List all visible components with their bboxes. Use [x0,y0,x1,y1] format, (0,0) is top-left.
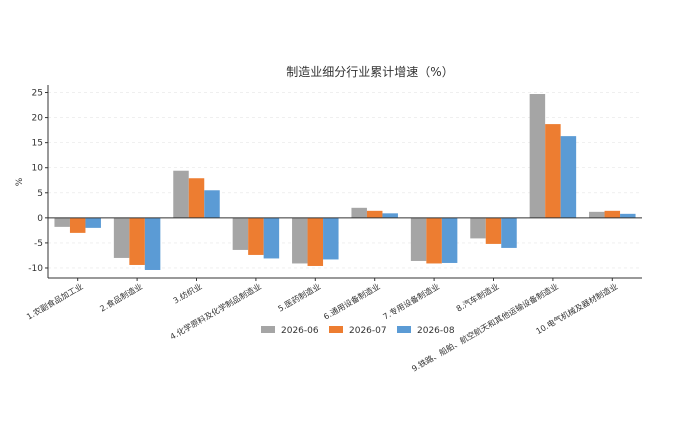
y-tick-label: -5 [34,239,43,249]
bar [604,210,621,218]
legend-swatch [261,326,275,333]
bar [441,217,458,263]
chart-title: 制造业细分行业累计增速（%） [286,65,453,79]
bar [248,217,264,255]
x-tick-label: 3.纺织业 [171,281,203,305]
y-tick-label: 5 [37,189,43,199]
bar [485,217,502,244]
bars [54,94,636,270]
bar [173,170,189,218]
bar [263,217,280,259]
x-tick-label: 2.食品制造业 [98,281,144,313]
bar [410,217,427,261]
bar [589,211,605,218]
x-tick-label: 1.农副食品加工业 [25,281,85,321]
legend-swatch [329,326,343,333]
bar [144,217,161,270]
bar [54,217,70,227]
bar [292,217,308,264]
legend: 2026-06 2026-07 2026-08 [261,326,455,336]
bar [204,190,220,218]
bar [232,217,249,250]
bar [129,217,145,265]
bar [426,217,442,264]
bar [470,217,486,239]
bar [382,213,398,218]
x-tick-label: 4.化学原料及化学制品制造业 [168,281,263,341]
bar [560,136,577,218]
bar [323,217,339,260]
legend-label: 2026-08 [417,326,455,336]
legend-label: 2026-06 [281,326,319,336]
y-tick-label: 20 [32,114,44,124]
y-tick-label: 25 [32,89,43,99]
bar [501,217,517,248]
x-tick-label: 6.通用设备制造业 [322,281,382,321]
bar [529,94,546,218]
y-tick-label: 15 [32,139,43,149]
bar [85,217,101,228]
y-tick-label: 0 [37,214,43,224]
x-tick-label: 8.汽车制造业 [454,281,500,313]
bar [69,217,86,233]
y-tick-label: -10 [28,264,43,274]
y-tick-label: 10 [32,164,44,174]
legend-swatch [397,326,411,333]
bar [188,178,205,218]
y-tick-labels: -10 -5 0 5 10 15 20 25 [28,89,48,274]
y-axis-label: % [15,177,25,186]
legend-label: 2026-07 [349,326,387,336]
bar [620,213,636,218]
x-tick-label: 7.专用设备制造业 [381,281,441,321]
bar [307,217,324,266]
bar [351,207,367,218]
bar [113,217,130,258]
x-tick-label: 5.医药制造业 [276,281,322,313]
bar [366,210,383,218]
bar [545,124,561,218]
